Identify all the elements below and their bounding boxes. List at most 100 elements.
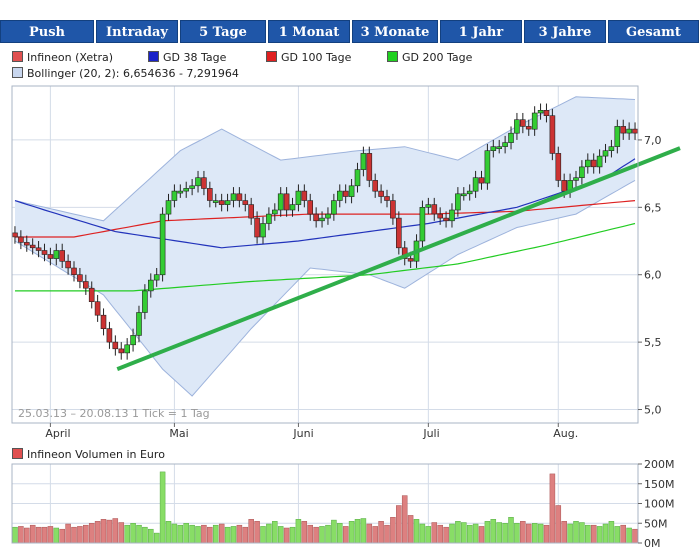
candle-body-86	[519, 119, 526, 127]
tab-3-monate[interactable]: 3 Monate	[352, 20, 438, 43]
volume-bar-5	[41, 526, 48, 544]
x-tick-label-4: Aug.	[553, 427, 578, 440]
volume-bar-15	[100, 519, 107, 544]
volume-bar-81	[490, 519, 497, 544]
v-tick-label-4: 0M	[644, 537, 661, 550]
candle-body-96	[579, 166, 585, 178]
candle-body-83	[502, 142, 508, 147]
volume-bar-96	[579, 522, 585, 544]
volume-bar-57	[348, 521, 355, 544]
y-tick-label-1: 6,5	[644, 201, 662, 214]
tab-gesamt[interactable]: Gesamt	[608, 20, 699, 43]
candle-body-81	[490, 146, 497, 151]
tab-1-monat[interactable]: 1 Monat	[268, 20, 350, 43]
candle-body-89	[537, 110, 544, 114]
period-tab-bar: Push Intraday 5 Tage 1 Monat 3 Monate 1 …	[0, 20, 699, 44]
candle-body-87	[525, 126, 532, 130]
candle-body-11	[77, 274, 83, 282]
legend-price: Infineon (Xetra)	[12, 51, 113, 64]
volume-bar-10	[71, 526, 77, 544]
volume-bar-1	[18, 526, 24, 544]
candle-body-43	[266, 213, 272, 224]
volume-bar-90	[543, 524, 550, 544]
candle-body-73	[443, 217, 449, 222]
volume-bar-32	[201, 524, 207, 544]
volume-bar-12	[83, 524, 89, 544]
candle-body-53	[325, 213, 331, 219]
candle-body-10	[71, 267, 77, 275]
trend-line	[116, 146, 681, 371]
volume-bar-7	[53, 527, 60, 544]
candle-body-33	[207, 188, 213, 201]
candle-body-27	[171, 190, 178, 201]
legend-gd38-label: GD 38 Tage	[163, 51, 227, 64]
tab-5-tage[interactable]: 5 Tage	[180, 20, 266, 43]
legend-volume: Infineon Volumen in Euro	[12, 448, 165, 461]
gd100-line	[15, 200, 636, 238]
legend-bollinger-swatch	[12, 67, 23, 78]
legend-gd200-swatch	[387, 51, 398, 62]
candle-body-2	[23, 242, 30, 246]
price-y-ticks: 7,0 6,5 6,0 5,5 5,0	[638, 134, 662, 417]
volume-bar-24	[153, 532, 160, 544]
gd200-line	[15, 222, 636, 292]
volume-bar-27	[171, 523, 178, 544]
volume-bar-74	[449, 523, 455, 544]
candle-body-99	[596, 155, 603, 168]
legend-gd100-swatch	[266, 51, 277, 62]
volume-bar-68	[413, 519, 420, 544]
volume-bar-58	[354, 519, 361, 544]
legend-gd38-swatch	[148, 51, 159, 62]
volume-bar-60	[366, 523, 373, 544]
volume-bar-105	[632, 528, 638, 544]
candle-body-47	[289, 204, 296, 211]
candle-body-38	[236, 193, 243, 201]
candle-body-79	[478, 177, 485, 184]
x-tick-label-2: Juni	[292, 427, 313, 440]
volume-bar-97	[585, 524, 591, 544]
volume-bar-14	[94, 521, 101, 544]
volume-bar-9	[65, 523, 71, 544]
candle-body-98	[590, 159, 597, 168]
y-tick-label-0: 7,0	[644, 134, 662, 147]
volume-bar-93	[561, 521, 567, 544]
volume-bar-71	[431, 522, 438, 544]
candle-body-59	[360, 153, 367, 170]
volume-bar-21	[136, 524, 142, 544]
candle-body-92	[555, 153, 562, 181]
x-tick-label-1: Mai	[169, 427, 188, 440]
v-tick-label-2: 100M	[644, 498, 675, 511]
volume-bar-20	[130, 523, 136, 544]
volume-bar-104	[626, 527, 632, 544]
candle-body-56	[342, 190, 349, 197]
candle-body-14	[94, 301, 101, 316]
tab-3-jahre[interactable]: 3 Jahre	[524, 20, 606, 43]
candle-body-76	[460, 193, 467, 197]
volume-bar-61	[372, 526, 378, 544]
volume-bars	[12, 471, 638, 544]
volume-bar-101	[608, 521, 615, 544]
volume-bar-54	[331, 519, 337, 544]
volume-bar-36	[224, 526, 231, 544]
volume-bar-8	[59, 528, 65, 544]
candle-body-70	[425, 204, 432, 208]
volume-bar-65	[396, 505, 402, 544]
volume-bar-28	[177, 524, 184, 544]
tab-intraday[interactable]: Intraday	[96, 20, 178, 43]
chart-footnote: 25.03.13 – 20.08.13 1 Tick = 1 Tag	[18, 407, 210, 420]
volume-bar-29	[183, 523, 189, 544]
tab-push[interactable]: Push	[0, 20, 94, 43]
volume-bar-64	[390, 517, 396, 544]
candle-body-0	[12, 232, 18, 238]
candle-body-91	[549, 115, 556, 154]
volume-bar-62	[378, 521, 384, 544]
volume-bar-79	[478, 526, 485, 544]
candle-body-6	[47, 254, 54, 259]
bollinger-upper-line	[14, 96, 636, 222]
y-tick-label-3: 5,5	[644, 336, 662, 349]
volume-bar-75	[455, 521, 461, 544]
tab-1-jahr[interactable]: 1 Jahr	[440, 20, 522, 43]
candle-body-101	[608, 146, 615, 151]
candle-body-46	[283, 193, 290, 211]
candle-body-36	[224, 200, 231, 205]
